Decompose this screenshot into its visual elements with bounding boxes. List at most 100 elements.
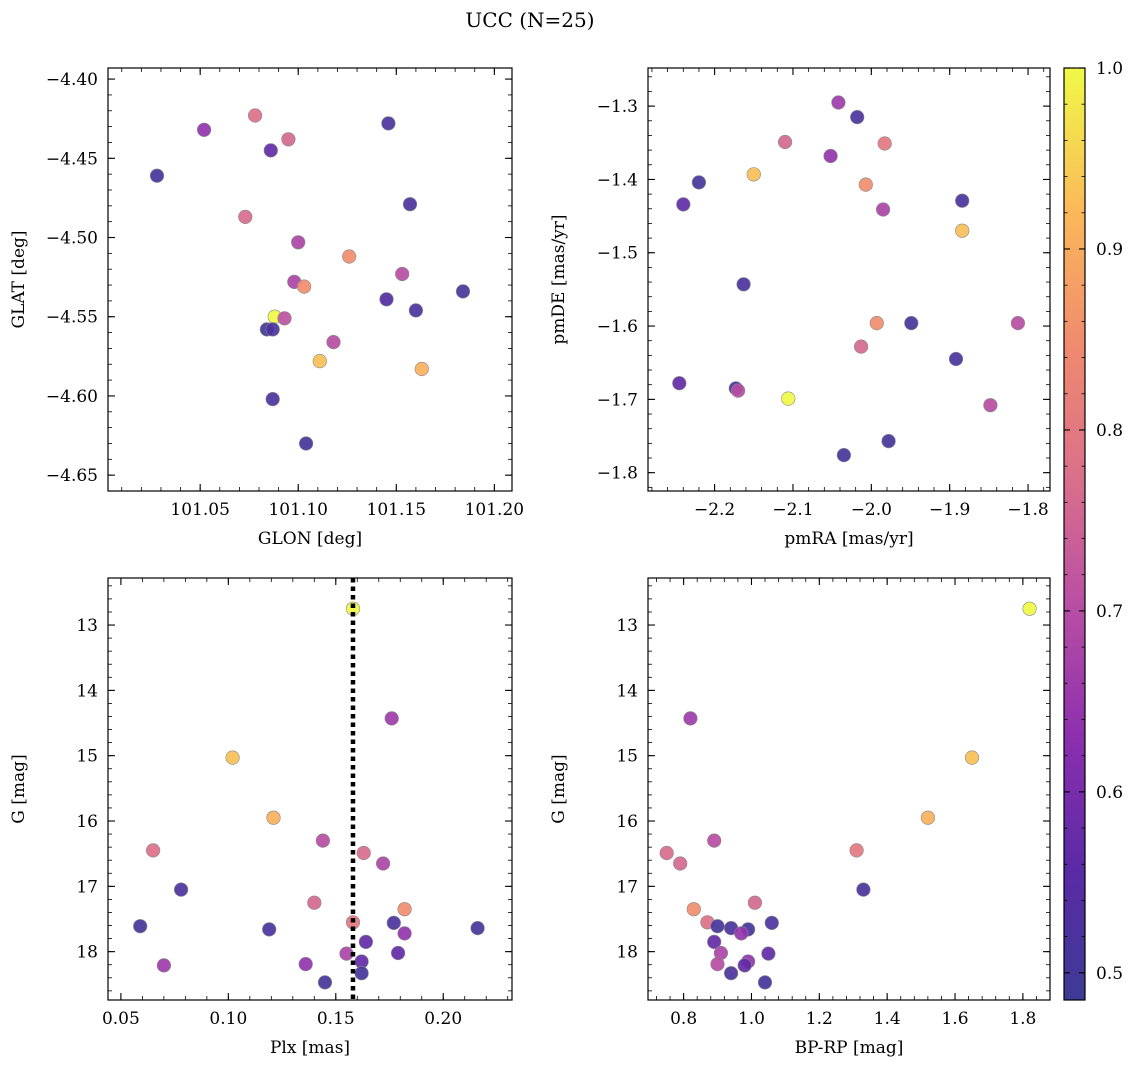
- x-tick-label: 1.8: [1009, 1009, 1036, 1029]
- scatter-point: [707, 833, 722, 848]
- scatter-point: [904, 316, 919, 331]
- x-tick-label: 101.20: [465, 500, 524, 520]
- x-tick-label: 0.05: [102, 1009, 140, 1029]
- y-tick-label: 13: [616, 616, 638, 636]
- x-axis-label: BP-RP [mag]: [795, 1038, 904, 1058]
- x-tick-label: 101.10: [268, 500, 327, 520]
- scatter-point: [823, 148, 838, 164]
- y-tick-label: −4.55: [46, 308, 98, 328]
- scatter-point: [723, 966, 739, 981]
- scatter-point: [414, 361, 429, 377]
- scatter-point: [381, 116, 396, 131]
- scatter-point: [307, 895, 322, 910]
- scatter-point: [197, 122, 212, 137]
- y-tick-label: 18: [616, 943, 638, 963]
- y-tick-label: −1.6: [597, 317, 638, 337]
- scatter-point: [955, 193, 970, 208]
- scatter-point: [265, 392, 280, 407]
- y-tick-label: −1.8: [597, 464, 638, 484]
- y-axis-label: GLAT [deg]: [9, 230, 29, 328]
- panel-color-mag: 0.8 1.0 1.2 1.4 1.6 1.8 13 14 15 16 17 18 BP-RP [mag…: [549, 577, 1051, 1058]
- panel-glon-glat: 101.05 101.10 101.15 101.20 −4.40 −4.45 −4.50 −…: [9, 67, 524, 549]
- scatter-point: [262, 922, 277, 937]
- scatter-point: [146, 843, 161, 858]
- y-tick-label: 14: [616, 681, 638, 701]
- x-tick-label: 1.6: [941, 1009, 968, 1029]
- scatter-point: [983, 398, 998, 413]
- scatter-point: [277, 311, 292, 326]
- scatter-point: [379, 292, 394, 307]
- scatter-point: [747, 895, 763, 910]
- scatter-point: [761, 946, 776, 961]
- y-tick-label: 15: [76, 747, 98, 767]
- scatter-point: [384, 711, 399, 726]
- scatter-point: [869, 316, 884, 331]
- colorbar-gradient: [1064, 68, 1085, 1000]
- y-tick-label: −4.45: [46, 149, 98, 169]
- y-tick-label: 16: [76, 812, 98, 832]
- scatter-point: [757, 975, 773, 990]
- y-tick-label: 16: [616, 812, 638, 832]
- scatter-point: [354, 966, 369, 981]
- scatter-point: [659, 845, 674, 861]
- scatter-point: [964, 750, 980, 765]
- y-axis-label: G [mag]: [9, 754, 29, 823]
- scatter-point: [875, 202, 891, 217]
- scatter-point: [836, 448, 852, 463]
- axes-frame: [647, 67, 1051, 492]
- scatter-point: [856, 882, 871, 897]
- points: [672, 95, 1026, 463]
- y-tick-label: −4.60: [46, 387, 98, 407]
- colorbar-tick-label: 0.6: [1096, 783, 1123, 803]
- scatter-point: [395, 266, 410, 282]
- x-tick-label: −2.1: [772, 500, 813, 520]
- y-tick-label: 15: [616, 747, 638, 767]
- y-tick-label: 18: [76, 943, 98, 963]
- scatter-point: [291, 235, 306, 250]
- colorbar-tick-label: 0.8: [1096, 421, 1123, 441]
- y-axis-label: pmDE [mas/yr]: [549, 214, 569, 344]
- scatter-point: [265, 322, 280, 337]
- scatter-point: [849, 843, 864, 858]
- panel-plx-g: 0.05 0.10 0.15 0.20 13 14 15 16 17 18 Plx [mas] G […: [9, 577, 513, 1058]
- scatter-point: [1022, 601, 1037, 616]
- colorbar: 0.5 0.6 0.7 0.8 0.9 1.0: [1063, 59, 1123, 1001]
- y-tick-label: −4.50: [46, 229, 98, 249]
- scatter-point: [948, 351, 964, 367]
- scatter-point: [746, 167, 761, 182]
- x-axis-label: GLON [deg]: [258, 529, 362, 549]
- y-axis-label: G [mag]: [549, 754, 569, 823]
- scatter-point: [402, 197, 418, 212]
- scatter-point: [174, 882, 189, 897]
- colorbar-tick-label: 1.0: [1096, 59, 1123, 79]
- scatter-point: [156, 958, 171, 973]
- x-tick-label: 0.10: [209, 1009, 247, 1029]
- y-tick-label: 13: [76, 616, 98, 636]
- x-tick-label: 101.15: [367, 500, 426, 520]
- scatter-point: [263, 143, 278, 158]
- x-tick-label: 0.8: [670, 1009, 697, 1029]
- scatter-point: [831, 95, 846, 110]
- x-tick-label: −2.0: [851, 500, 892, 520]
- colorbar-tick-label: 0.7: [1096, 602, 1123, 622]
- colorbar-tick-label: 0.5: [1096, 964, 1123, 984]
- y-tick-label: −1.3: [597, 97, 638, 117]
- y-tick-label: 17: [616, 877, 638, 897]
- scatter-point: [691, 175, 707, 190]
- scatter-point: [781, 391, 796, 406]
- scatter-point: [298, 956, 313, 972]
- scatter-point: [736, 277, 751, 292]
- points: [149, 108, 471, 451]
- scatter-point: [376, 856, 391, 871]
- colorbar-tick-label: 0.9: [1096, 240, 1123, 260]
- scatter-point: [1010, 316, 1026, 331]
- scatter-point: [248, 108, 263, 123]
- colorbar-frame: [1063, 67, 1086, 1001]
- x-axis-label: Plx [mas]: [270, 1038, 350, 1058]
- axes-frame: [107, 577, 513, 1001]
- scatter-point: [737, 958, 752, 973]
- scatter-point: [356, 845, 371, 861]
- scatter-point: [920, 810, 936, 825]
- scatter-point: [881, 434, 896, 449]
- y-tick-label: −1.7: [597, 390, 638, 410]
